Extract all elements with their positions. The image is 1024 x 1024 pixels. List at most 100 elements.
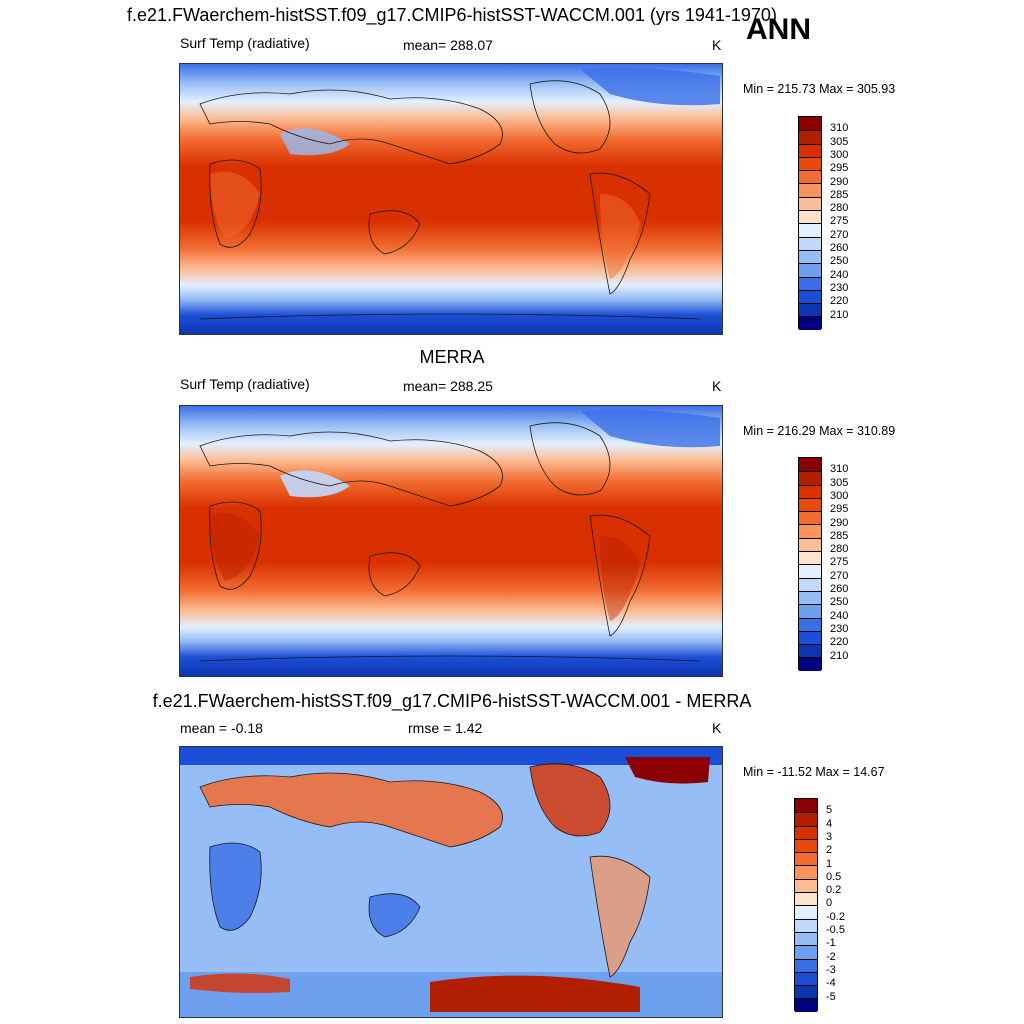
panel3-map-field (180, 747, 722, 1017)
panel1-units: K (712, 37, 722, 53)
colorbar-label: 240 (830, 268, 849, 281)
colorbar-swatch (795, 892, 817, 906)
colorbar-swatch (799, 289, 821, 304)
colorbar-swatch (795, 838, 817, 853)
colorbar-label: -3 (826, 963, 836, 976)
colorbar-swatch (795, 825, 817, 839)
colorbar-label: 220 (830, 295, 849, 308)
colorbar-swatch (799, 249, 821, 264)
panel1-map (179, 63, 723, 335)
colorbar-swatch (799, 117, 821, 131)
colorbar-swatch (795, 945, 817, 959)
colorbar-label: -4 (826, 977, 836, 990)
panel2-title: MERRA (419, 347, 485, 367)
colorbar-swatch (799, 537, 821, 552)
colorbar-label: -0.2 (826, 910, 845, 923)
colorbar-swatch (795, 905, 817, 919)
colorbar-swatch (799, 630, 821, 645)
colorbar-label: 275 (830, 215, 849, 228)
colorbar-label: 0 (826, 897, 833, 910)
colorbar-label: 310 (830, 463, 849, 476)
panel3-mean-label: mean = -0.18 (180, 720, 263, 736)
colorbar-swatch (799, 183, 821, 197)
colorbar-label: 270 (830, 569, 849, 582)
panel3-units: K (712, 720, 722, 736)
colorbar-label: 305 (830, 135, 849, 148)
colorbar-label: 310 (830, 122, 849, 135)
panel2-colorbar-boxes (798, 457, 822, 671)
panel2-units: K (712, 378, 722, 394)
panel3-title: f.e21.FWaerchem-histSST.f09_g17.CMIP6-hi… (152, 691, 752, 711)
colorbar-label: 300 (830, 148, 849, 161)
colorbar-swatch (799, 143, 821, 157)
panel2-map-field (180, 406, 722, 676)
colorbar-swatch (795, 971, 817, 986)
colorbar-swatch (799, 657, 821, 671)
colorbar-swatch (799, 511, 821, 525)
colorbar-swatch (795, 998, 817, 1012)
colorbar-swatch (799, 471, 821, 485)
colorbar-swatch (799, 130, 821, 144)
colorbar-label: 280 (830, 543, 849, 556)
colorbar-swatch (799, 644, 821, 658)
colorbar-swatch (799, 458, 821, 472)
colorbar-label: 210 (830, 308, 849, 321)
colorbar-label: 210 (830, 649, 849, 662)
colorbar-swatch (795, 918, 817, 932)
colorbar-label: 5 (826, 804, 833, 817)
colorbar-label: 220 (830, 636, 849, 649)
colorbar-label: 250 (830, 255, 849, 268)
colorbar-label: 260 (830, 583, 849, 595)
panel3-colorbar-boxes (794, 798, 818, 1012)
colorbar-swatch (799, 497, 821, 512)
colorbar-label: -1 (826, 937, 836, 950)
colorbar-swatch (799, 590, 821, 605)
colorbar-swatch (799, 484, 821, 498)
colorbar-swatch (799, 196, 821, 211)
panel2-minmax: Min = 216.29 Max = 310.89 (743, 424, 896, 438)
colorbar-swatch (799, 303, 821, 317)
panel2-mean-label: mean= 288.25 (403, 378, 493, 394)
colorbar-swatch (799, 316, 821, 330)
colorbar-label: -5 (826, 990, 836, 1003)
colorbar-label: 295 (830, 503, 849, 516)
panel3-map (179, 746, 723, 1018)
colorbar-swatch (799, 524, 821, 538)
panel3-rmse-label: rmse = 1.42 (408, 720, 483, 736)
colorbar-label: -2 (826, 950, 836, 963)
colorbar-label: 275 (830, 556, 849, 569)
colorbar-swatch (795, 958, 817, 972)
colorbar-label: 270 (830, 228, 849, 241)
colorbar-label: 250 (830, 596, 849, 609)
colorbar-swatch (799, 170, 821, 184)
colorbar-label: 285 (830, 529, 849, 542)
colorbar-swatch (799, 223, 821, 237)
colorbar-swatch (799, 156, 821, 171)
colorbar-swatch (795, 878, 817, 893)
colorbar-label: 2 (826, 844, 833, 857)
panel1-variable-label: Surf Temp (radiative) (180, 35, 310, 51)
colorbar-swatch (795, 985, 817, 999)
colorbar-label: 285 (830, 188, 849, 201)
colorbar-swatch (799, 551, 821, 565)
colorbar-swatch (799, 276, 821, 290)
colorbar-label: 295 (830, 162, 849, 175)
panel1-mean-label: mean= 288.07 (403, 37, 493, 53)
colorbar-label: 1 (826, 857, 833, 870)
panel1-minmax: Min = 215.73 Max = 305.93 (743, 82, 896, 96)
colorbar-label: 260 (830, 242, 849, 254)
colorbar-swatch (795, 799, 817, 813)
colorbar-label: 0.2 (826, 884, 842, 897)
colorbar-swatch (799, 236, 821, 250)
colorbar-swatch (795, 865, 817, 879)
panel2-map (179, 405, 723, 677)
season-label: ANN (746, 13, 811, 46)
colorbar-label: 240 (830, 609, 849, 622)
colorbar-label: -0.5 (826, 924, 845, 936)
colorbar-label: 290 (830, 175, 849, 188)
colorbar-swatch (799, 210, 821, 224)
colorbar-swatch (799, 564, 821, 578)
panel1-map-field (180, 64, 722, 334)
colorbar-label: 230 (830, 281, 849, 294)
panel3-minmax: Min = -11.52 Max = 14.67 (743, 765, 885, 779)
